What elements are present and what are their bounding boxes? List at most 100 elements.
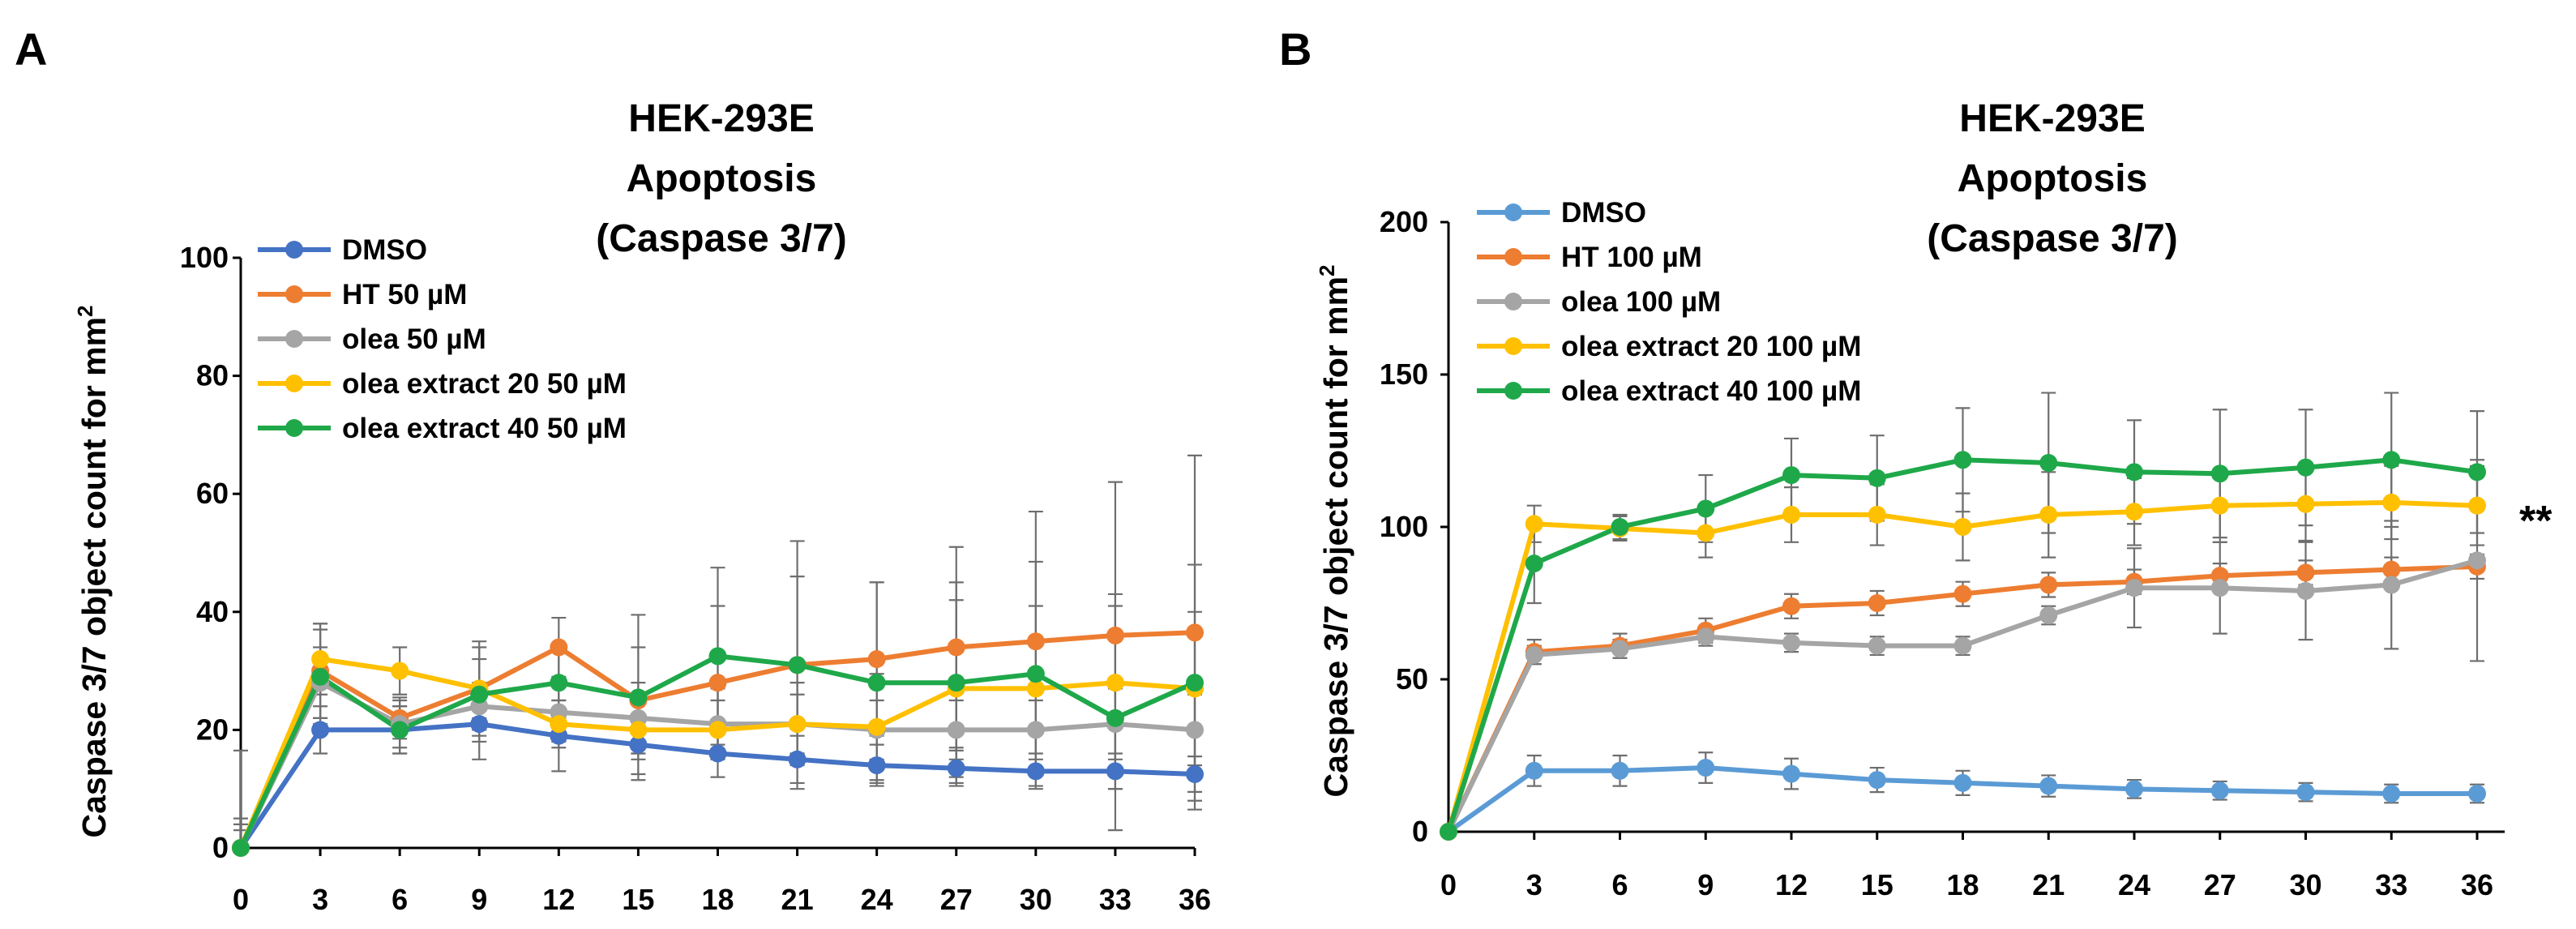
- legend-item: DMSO: [258, 234, 427, 266]
- data-point: [947, 674, 965, 692]
- data-point: [788, 715, 807, 734]
- data-point: [1782, 505, 1800, 524]
- data-point: [2296, 563, 2315, 582]
- legend-item: olea extract 40 50 µM: [258, 413, 627, 444]
- data-point: [788, 750, 807, 768]
- data-point: [2039, 454, 2058, 473]
- data-point: [1697, 627, 1715, 646]
- y-tick-label: 0: [1412, 815, 1428, 848]
- legend-swatch-marker: [1504, 382, 1522, 400]
- legend-swatch-marker: [285, 285, 303, 303]
- title-line-1: HEK-293E: [1959, 97, 2145, 140]
- y-axis-label-text: Caspase 3/7 object count for mm: [1317, 276, 1354, 798]
- x-tick-label: 6: [1611, 868, 1628, 901]
- x-tick-label: 24: [2118, 868, 2150, 901]
- y-tick-label: 60: [196, 477, 229, 510]
- data-point: [2468, 463, 2486, 482]
- x-tick-label: 9: [471, 883, 487, 916]
- data-point: [1782, 466, 1800, 485]
- x-tick-label: 0: [233, 883, 249, 916]
- legend-item: olea 50 µM: [258, 323, 486, 355]
- x-tick-label: 12: [542, 883, 575, 916]
- data-point: [1525, 645, 1543, 664]
- x-tick-label: 9: [1697, 868, 1714, 901]
- data-point: [2039, 576, 2058, 594]
- y-tick-label: 80: [196, 359, 229, 392]
- data-point: [1440, 823, 1457, 841]
- data-point: [1697, 759, 1715, 777]
- significance-annotation: **: [2519, 498, 2552, 545]
- data-point: [1868, 594, 1886, 612]
- x-tick-label: 18: [701, 883, 734, 916]
- data-point: [2382, 785, 2401, 803]
- data-point: [470, 685, 489, 704]
- legend-item: HT 100 µM: [1477, 242, 1702, 273]
- data-point: [2125, 503, 2143, 521]
- legend-item: DMSO: [1477, 197, 1646, 229]
- y-axis-label-superscript: 2: [73, 306, 97, 317]
- x-tick-label: 15: [1861, 868, 1893, 901]
- legend-swatch-marker: [285, 419, 303, 437]
- data-point: [2382, 576, 2401, 594]
- data-point: [708, 674, 727, 692]
- data-point: [629, 721, 648, 739]
- data-point: [867, 756, 886, 775]
- data-point: [1106, 762, 1124, 781]
- panel-a: A HEK-293E Apoptosis (Caspase 3/7) Caspa…: [15, 24, 1211, 916]
- x-tick-label: 33: [2375, 868, 2407, 901]
- data-point: [1106, 626, 1124, 644]
- data-point: [1186, 765, 1204, 783]
- data-point: [1525, 554, 1543, 573]
- legend-label: olea 50 µM: [342, 323, 486, 355]
- x-tick-label: 36: [2461, 868, 2493, 901]
- title-line-1: HEK-293E: [628, 97, 814, 140]
- y-tick-label: 100: [180, 241, 229, 274]
- data-point: [2125, 579, 2143, 597]
- data-point: [2382, 493, 2401, 512]
- legend-item: olea extract 20 50 µM: [258, 368, 627, 400]
- legend-swatch-marker: [285, 330, 303, 348]
- data-point: [2382, 560, 2401, 579]
- title-line-2: Apoptosis: [627, 157, 817, 200]
- y-tick-label: 150: [1380, 357, 1428, 391]
- title-line-2: Apoptosis: [1958, 157, 2148, 200]
- x-tick-label: 21: [2032, 868, 2065, 901]
- data-point: [2210, 496, 2229, 515]
- data-point: [2210, 579, 2229, 597]
- data-point: [311, 650, 330, 669]
- data-point: [2296, 494, 2315, 513]
- data-point: [2210, 464, 2229, 483]
- data-point: [947, 638, 965, 657]
- data-point: [1611, 640, 1629, 658]
- y-tick-label: 0: [212, 831, 229, 864]
- legend: DMSO HT 100 µM olea 100 µM olea extract 20 …: [1477, 197, 1861, 407]
- legend-swatch-marker: [285, 375, 303, 392]
- data-point: [2210, 781, 2229, 800]
- x-tick-label: 21: [781, 883, 814, 916]
- data-point: [2125, 780, 2143, 798]
- data-point: [1525, 515, 1543, 533]
- data-point: [1782, 764, 1800, 783]
- y-tick-label: 100: [1380, 510, 1428, 543]
- x-tick-label: 18: [1946, 868, 1979, 901]
- x-tick-label: 27: [940, 883, 973, 916]
- data-point: [311, 721, 330, 739]
- series-points: [232, 623, 1204, 857]
- data-point: [1697, 524, 1715, 542]
- data-point: [1953, 636, 1972, 655]
- data-point: [1782, 597, 1800, 615]
- data-point: [311, 667, 330, 686]
- data-point: [708, 647, 727, 666]
- data-point: [629, 735, 648, 754]
- data-point: [2382, 451, 2401, 469]
- data-point: [1026, 665, 1045, 683]
- data-point: [1106, 674, 1124, 692]
- data-point: [1186, 721, 1204, 739]
- data-point: [2296, 581, 2315, 600]
- y-tick-label: 200: [1380, 205, 1428, 238]
- legend-label: DMSO: [1561, 197, 1646, 229]
- title-line-3: (Caspase 3/7): [1927, 217, 2178, 260]
- data-point: [1868, 469, 1886, 487]
